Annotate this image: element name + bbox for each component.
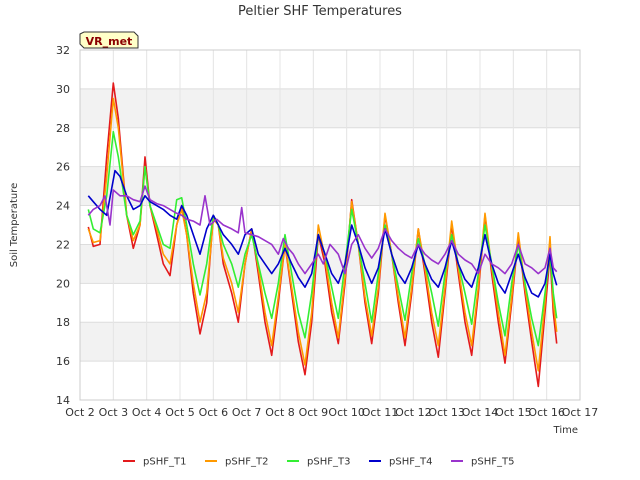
x-tick-label: Oct 9 [299, 406, 329, 419]
y-tick-label: 22 [56, 238, 70, 251]
legend: pSHF_T1 pSHF_T2 pSHF_T3 pSHF_T4 pSHF_T5 [123, 457, 514, 468]
chart-title: Peltier SHF Temperatures [238, 4, 402, 19]
legend-item: pSHF_T5 [451, 457, 514, 468]
y-tick-label: 26 [56, 161, 70, 174]
plot-band [80, 88, 580, 128]
y-tick-label: 16 [56, 355, 70, 368]
badge-label: VR_met [86, 35, 133, 48]
legend-item: pSHF_T3 [287, 457, 350, 468]
plot-frame [79, 49, 581, 401]
series-line-pSHF_T5 [87, 185, 558, 275]
legend-label: pSHF_T4 [389, 457, 432, 468]
x-tick-label: Oct 5 [165, 406, 195, 419]
x-tick-labels: Oct 2 Oct 3 Oct 4 Oct 5 Oct 6 Oct 7 Oct 8 Oct 9… [65, 406, 598, 419]
y-tick-label: 20 [56, 277, 70, 290]
plot-band [80, 166, 580, 206]
y-tick-label: 32 [56, 44, 70, 57]
legend-label: pSHF_T1 [143, 457, 186, 468]
legend-label: pSHF_T3 [307, 457, 350, 468]
y-axis-label: Soil Temperature [9, 183, 20, 268]
legend-item: pSHF_T1 [123, 457, 186, 468]
y-tick-label: 24 [56, 200, 70, 213]
series-line-pSHF_T2 [87, 97, 558, 372]
x-tick-label: Oct 8 [265, 406, 295, 419]
x-tick-label: Oct 14 [462, 406, 499, 419]
x-tick-label: Oct 6 [199, 406, 229, 419]
plot-bands [80, 88, 580, 362]
y-tick-label: 18 [56, 316, 70, 329]
legend-label: pSHF_T5 [471, 457, 514, 468]
x-tick-label: Oct 11 [362, 406, 399, 419]
legend-label: pSHF_T2 [225, 457, 268, 468]
x-tick-label: Oct 16 [528, 406, 565, 419]
y-tick-labels: 14 16 18 20 22 24 26 28 30 32 [56, 44, 70, 407]
x-tick-label: Oct 4 [132, 406, 162, 419]
x-tick-label: Oct 12 [395, 406, 432, 419]
x-tick-label: Oct 2 [65, 406, 95, 419]
x-tick-label: Oct 10 [328, 406, 365, 419]
plot-band [80, 322, 580, 362]
series-lines [87, 82, 558, 388]
x-tick-label: Oct 15 [495, 406, 532, 419]
x-tick-label: Oct 3 [99, 406, 129, 419]
x-tick-label: Oct 13 [428, 406, 465, 419]
y-tick-label: 14 [56, 394, 70, 407]
x-axis-label: Time [553, 425, 578, 436]
badge-shape [79, 31, 139, 49]
legend-item: pSHF_T4 [369, 457, 432, 468]
x-tick-label: Oct 7 [232, 406, 262, 419]
y-tick-label: 28 [56, 122, 70, 135]
legend-item: pSHF_T2 [205, 457, 268, 468]
series-line-pSHF_T4 [87, 169, 558, 298]
station-badge: VR_met [79, 31, 139, 49]
y-tick-label: 30 [56, 83, 70, 96]
x-tick-label: Oct 17 [562, 406, 599, 419]
